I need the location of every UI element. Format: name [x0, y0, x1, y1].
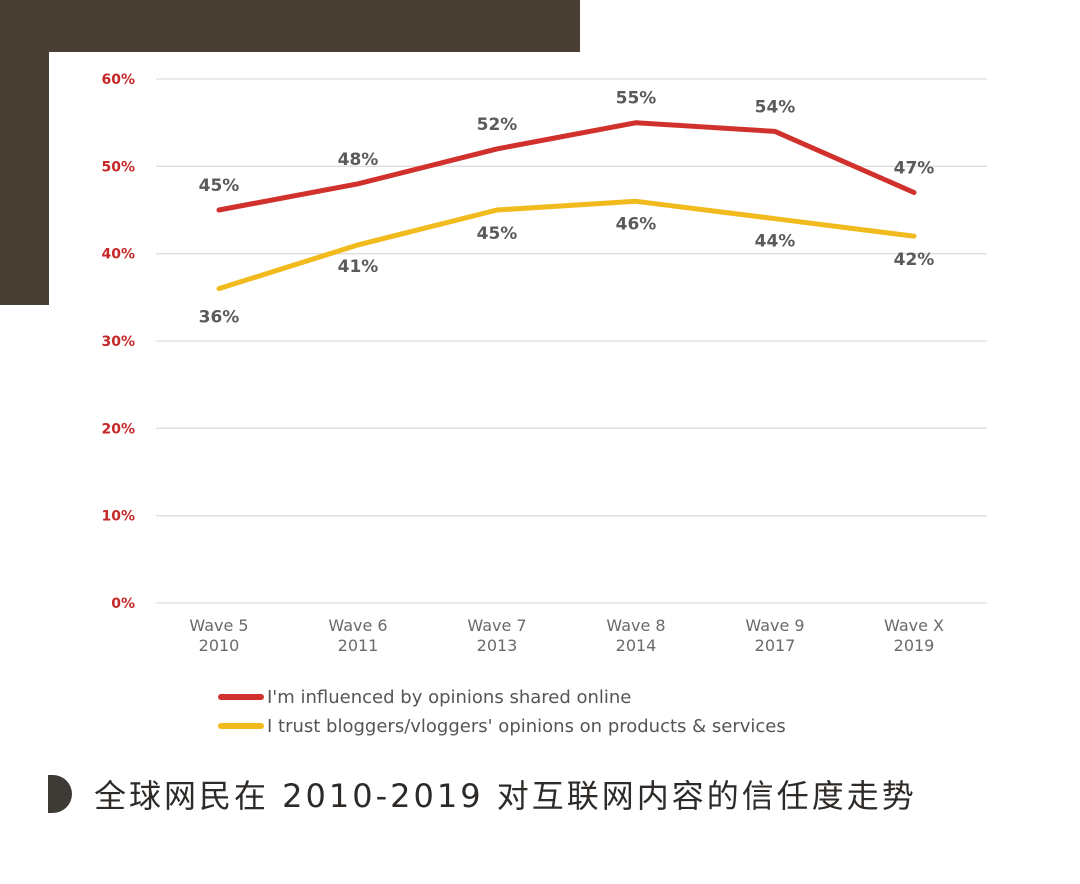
decorative-frame-top — [0, 0, 580, 52]
data-label: 52% — [477, 115, 518, 135]
x-tick-label-year: 2019 — [894, 636, 935, 655]
legend-label: I trust bloggers/vloggers' opinions on p… — [267, 716, 786, 737]
chart-card: 0% 10% 20% 30% 40% 50% 60% Wave 5 2010 Wave 6 2011… — [49, 52, 1080, 752]
data-label: 54% — [755, 97, 796, 117]
data-label: 46% — [616, 214, 657, 234]
y-tick-label: 20% — [101, 421, 135, 437]
data-label: 44% — [755, 232, 796, 252]
series-line-2 — [216, 198, 917, 292]
y-tick-label: 40% — [101, 247, 135, 263]
data-label: 55% — [616, 89, 657, 109]
data-label: 42% — [894, 250, 935, 270]
x-tick-label: Wave 8 — [606, 616, 665, 635]
x-tick-label-year: 2013 — [477, 636, 518, 655]
caption-text: 全球网民在 2010-2019 对互联网内容的信任度走势 — [94, 777, 917, 815]
data-label: 36% — [199, 308, 240, 328]
y-tick-label: 30% — [101, 334, 135, 350]
x-tick-label: Wave X — [884, 616, 944, 635]
x-tick-label: Wave 9 — [745, 616, 804, 635]
caption: 全球网民在 2010-2019 对互联网内容的信任度走势 — [48, 772, 917, 816]
decorative-frame-left — [0, 0, 49, 305]
y-tick-label: 60% — [101, 72, 135, 88]
x-tick-label: Wave 5 — [189, 616, 248, 635]
legend-label: I'm influenced by opinions shared online — [267, 687, 631, 708]
y-tick-label: 0% — [111, 596, 135, 612]
x-tick-label-year: 2014 — [616, 636, 657, 655]
data-label: 45% — [477, 224, 518, 244]
x-tick-label-year: 2011 — [338, 636, 379, 655]
y-tick-label: 10% — [101, 509, 135, 525]
series-line-1 — [216, 120, 917, 213]
data-label: 48% — [338, 150, 379, 170]
x-tick-label: Wave 7 — [467, 616, 526, 635]
caption-marker-icon — [48, 775, 72, 813]
x-tick-label: Wave 6 — [328, 616, 387, 635]
data-label: 41% — [338, 257, 379, 277]
x-tick-label-year: 2017 — [755, 636, 796, 655]
data-label: 47% — [894, 159, 935, 179]
y-tick-label: 50% — [101, 159, 135, 175]
x-tick-label-year: 2010 — [199, 636, 240, 655]
data-label: 45% — [199, 176, 240, 196]
